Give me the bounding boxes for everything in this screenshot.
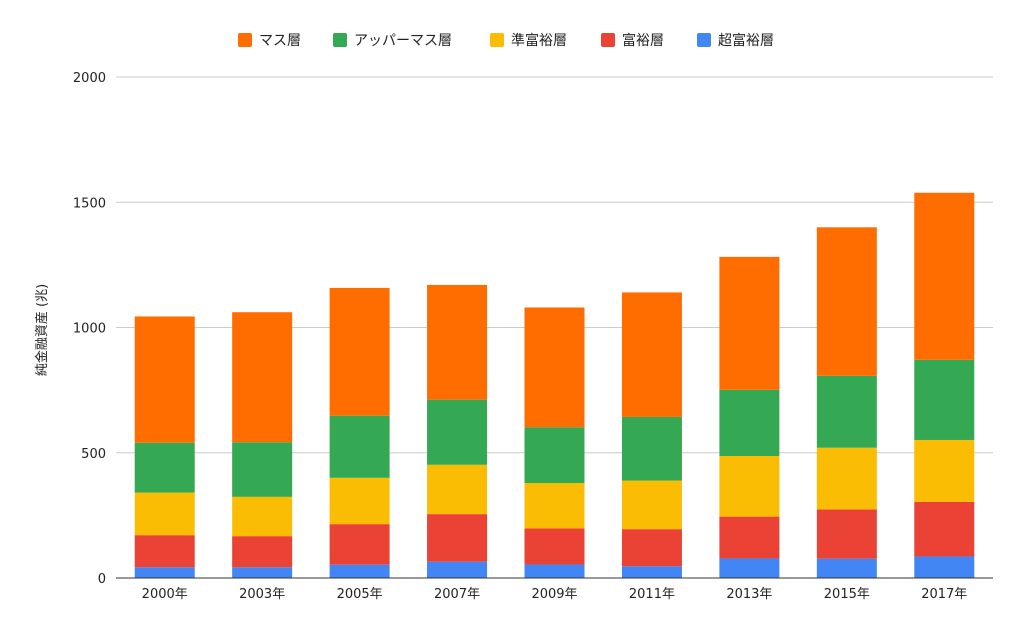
axes: 0 500 1000 1500 2000 2000年 2003年 2005年 2007年 2009… bbox=[73, 71, 993, 602]
bar-segment bbox=[134, 442, 195, 493]
legend-label: 準富裕層 bbox=[511, 32, 567, 49]
legend-swatch bbox=[238, 33, 252, 47]
bar-segment bbox=[524, 564, 585, 578]
bar-segment bbox=[134, 316, 195, 443]
bar-segment bbox=[621, 480, 682, 530]
bar-segment bbox=[232, 312, 293, 443]
y-tick-label: 1000 bbox=[73, 322, 106, 337]
bar-segment bbox=[232, 496, 293, 537]
bar-segment bbox=[232, 567, 293, 578]
bar-segment bbox=[427, 284, 488, 400]
legend-label: マス層 bbox=[259, 33, 301, 49]
bar-segment bbox=[914, 501, 975, 557]
bar-segment bbox=[329, 564, 390, 578]
x-tick-label: 2003年 bbox=[239, 587, 285, 602]
bar-segment bbox=[427, 514, 488, 562]
bar-segment bbox=[524, 528, 585, 565]
bar-segment bbox=[427, 561, 488, 578]
legend-label: 超富裕層 bbox=[718, 32, 774, 49]
bar-segment bbox=[524, 307, 585, 428]
bar-segment bbox=[914, 192, 975, 360]
bar-segment bbox=[427, 399, 488, 465]
y-tick-label: 0 bbox=[98, 572, 106, 587]
bar-segment bbox=[914, 439, 975, 502]
bar-segment bbox=[719, 558, 780, 578]
legend-swatch bbox=[333, 33, 347, 47]
x-tick-label: 2011年 bbox=[629, 587, 675, 602]
bar-segment bbox=[621, 529, 682, 567]
bar-segment bbox=[719, 256, 780, 390]
bar-segment bbox=[719, 516, 780, 559]
x-tick-label: 2015年 bbox=[824, 587, 870, 602]
bar-segment bbox=[816, 375, 877, 448]
bar-segment bbox=[816, 227, 877, 376]
y-tick-label: 1500 bbox=[73, 196, 106, 211]
bar-segment bbox=[816, 509, 877, 559]
x-tick-label: 2013年 bbox=[726, 587, 772, 602]
bar-segment bbox=[134, 567, 195, 578]
bar-segment bbox=[914, 556, 975, 578]
legend-swatch bbox=[490, 33, 504, 47]
bar-segment bbox=[329, 477, 390, 525]
bar-segment bbox=[524, 483, 585, 529]
legend: マス層 アッパーマス層 準富裕層 富裕層 超富裕層 bbox=[238, 32, 774, 49]
legend-swatch bbox=[601, 33, 615, 47]
x-tick-label: 2017年 bbox=[921, 587, 967, 602]
bar-segment bbox=[134, 492, 195, 536]
bar-segment bbox=[816, 447, 877, 510]
bar-segment bbox=[134, 535, 195, 568]
bar-segment bbox=[427, 464, 488, 515]
bar-segment bbox=[232, 442, 293, 497]
bar-segment bbox=[621, 292, 682, 417]
bar-segment bbox=[329, 524, 390, 565]
x-tick-label: 2007年 bbox=[434, 587, 480, 602]
y-tick-label: 500 bbox=[81, 447, 106, 462]
bar-segment bbox=[816, 558, 877, 578]
bar-segment bbox=[621, 416, 682, 481]
bar-segment bbox=[719, 389, 780, 457]
y-tick-label: 2000 bbox=[73, 71, 106, 86]
x-tick-label: 2005年 bbox=[337, 587, 383, 602]
bar-segment bbox=[719, 456, 780, 517]
bar-segment bbox=[524, 427, 585, 484]
bar-segment bbox=[621, 566, 682, 578]
y-axis-label: 純金融資産 (兆) bbox=[34, 284, 50, 376]
bar-segment bbox=[329, 415, 390, 478]
bar-segment bbox=[329, 287, 390, 416]
legend-label: 富裕層 bbox=[622, 32, 664, 49]
legend-swatch bbox=[697, 33, 711, 47]
legend-label: アッパーマス層 bbox=[354, 33, 452, 49]
bar-segment bbox=[914, 359, 975, 440]
bar-segment bbox=[232, 536, 293, 568]
bars bbox=[134, 192, 975, 578]
x-tick-label: 2009年 bbox=[531, 587, 577, 602]
x-tick-label: 2000年 bbox=[142, 587, 188, 602]
